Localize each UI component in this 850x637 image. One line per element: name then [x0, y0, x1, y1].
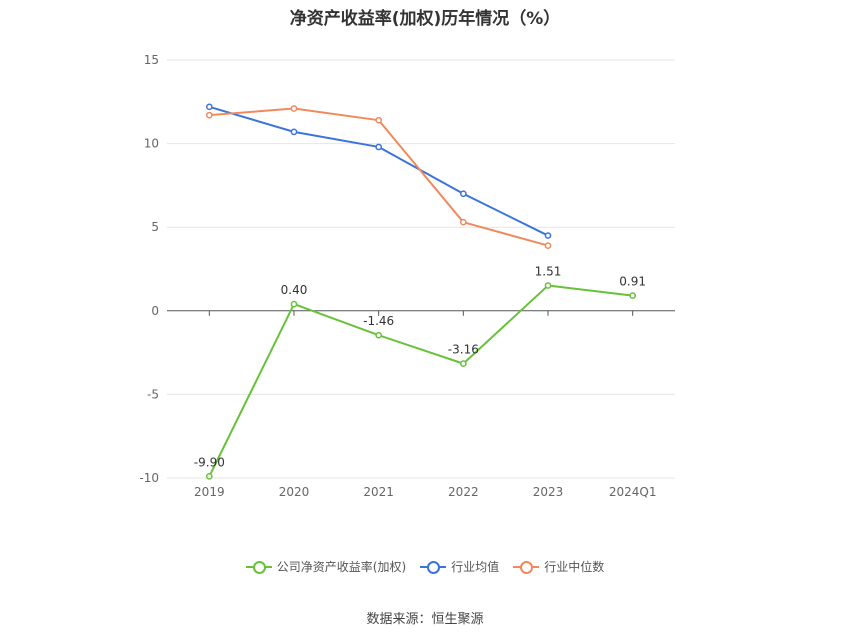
series-line [209, 107, 549, 247]
data-point [205, 111, 213, 119]
data-point [544, 232, 552, 239]
chart-title: 净资产收益率(加权)历年情况（%） [289, 9, 561, 29]
data-point [375, 331, 383, 339]
data-label: -1.46 [363, 314, 394, 328]
legend-swatch-icon [420, 560, 447, 574]
x-tick-label: 2023 [533, 485, 564, 499]
data-point [629, 292, 637, 299]
data-point [290, 105, 298, 112]
legend-label: 行业中位数 [544, 560, 605, 574]
legend-label: 公司净资产收益率(加权) [276, 560, 407, 574]
data-label: 1.51 [535, 265, 562, 279]
grid-layer [167, 59, 675, 479]
legend-label: 行业均值 [451, 560, 500, 574]
y-tick-label: 5 [151, 220, 159, 234]
series-layer [205, 103, 637, 480]
x-tick-label: 2022 [448, 485, 479, 499]
data-point [544, 242, 552, 249]
y-tick-label: -5 [147, 387, 159, 401]
x-tick-label: 2019 [194, 485, 225, 499]
axis-layer: 15 10 5 0 -5 -10 2019 2020 2021 2022 2023 2024Q1 [139, 53, 675, 499]
y-tick-label: -10 [139, 471, 159, 485]
x-tick-label: 2020 [279, 485, 310, 499]
data-point [375, 116, 383, 124]
data-point [205, 472, 213, 480]
data-point [459, 190, 467, 198]
data-point [205, 103, 213, 111]
legend-item[interactable]: 行业均值 [420, 558, 499, 575]
legend-swatch-icon [513, 560, 540, 574]
data-label: 0.40 [281, 283, 308, 297]
data-label: -3.16 [448, 343, 479, 357]
data-label: -9.90 [194, 455, 225, 469]
legend: 公司净资产收益率(加权) 行业均值 行业中位数 [0, 558, 850, 575]
data-point [459, 360, 467, 367]
legend-item[interactable]: 公司净资产收益率(加权) [245, 558, 407, 575]
data-label: 0.91 [619, 275, 646, 289]
legend-swatch-icon [245, 560, 272, 574]
legend-item[interactable]: 行业中位数 [513, 558, 604, 575]
data-point [375, 143, 383, 151]
data-point [290, 128, 298, 136]
series-line [208, 284, 633, 477]
y-tick-label: 10 [144, 137, 159, 151]
y-tick-label: 15 [144, 53, 159, 67]
data-point [459, 218, 467, 226]
x-tick-label: 2024Q1 [609, 485, 657, 499]
data-source-note: 数据来源：恒生聚源 [366, 612, 484, 627]
data-point [544, 282, 552, 289]
y-tick-label: 0 [151, 304, 159, 318]
data-label-layer: -9.90 0.40 -1.46 -3.16 1.51 0.91 [194, 265, 646, 470]
series-line [209, 105, 549, 237]
x-tick-label: 2021 [363, 485, 394, 499]
data-point [290, 300, 298, 308]
